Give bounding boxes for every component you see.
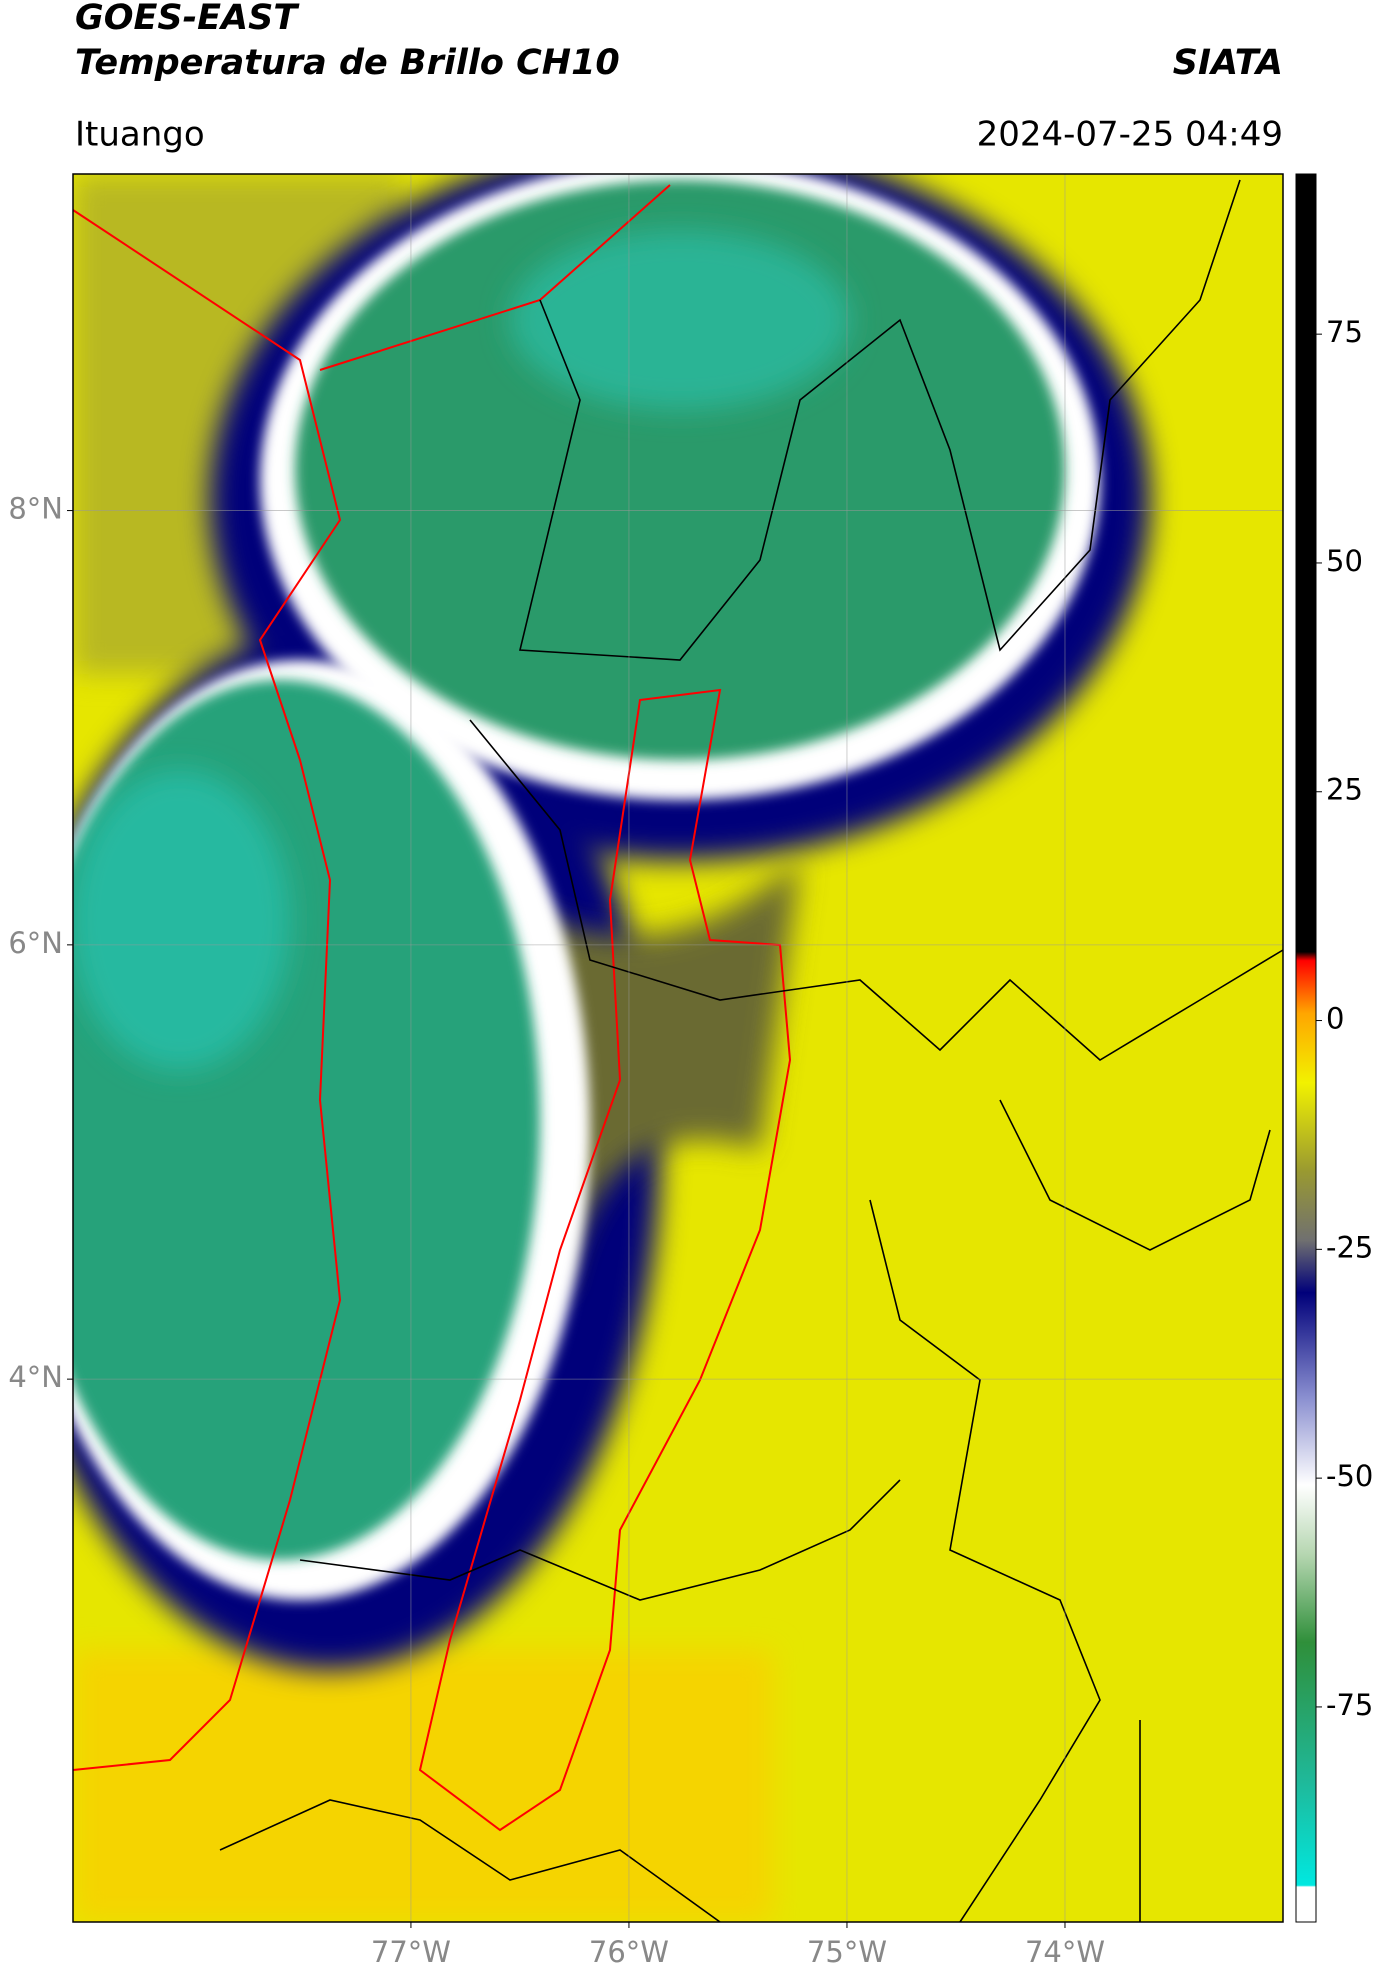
x-tick-label: 77°W <box>371 1935 451 1969</box>
colorbar-tick-label: -25 <box>1326 1230 1373 1264</box>
map-imagery <box>73 174 1283 1922</box>
y-tick-label: 6°N <box>8 926 63 960</box>
y-tick-label: 8°N <box>8 492 63 526</box>
location: Ituango <box>75 115 205 155</box>
x-tick-label: 74°W <box>1025 1935 1105 1969</box>
colorbar <box>1295 173 1317 1923</box>
brand: SIATA <box>1173 43 1283 83</box>
y-tick-label: 4°N <box>8 1360 63 1394</box>
x-tick-label: 76°W <box>589 1935 669 1969</box>
colorbar-tick-label: 25 <box>1326 773 1363 807</box>
colorbar-tick-label: 50 <box>1326 544 1363 578</box>
title: GOES-EAST <box>75 0 300 38</box>
x-tick-label: 75°W <box>807 1935 887 1969</box>
colorbar-tick-label: -75 <box>1326 1688 1373 1722</box>
datetime: 2024-07-25 04:49 <box>977 115 1283 155</box>
graticule <box>73 174 1283 1922</box>
colorbar-tick-label: 0 <box>1326 1002 1344 1036</box>
map-frame <box>72 173 1284 1923</box>
colorbar-tick-label: -50 <box>1326 1459 1373 1493</box>
colorbar-tick-label: 75 <box>1326 315 1363 349</box>
subtitle: Temperatura de Brillo CH10 <box>75 43 620 83</box>
